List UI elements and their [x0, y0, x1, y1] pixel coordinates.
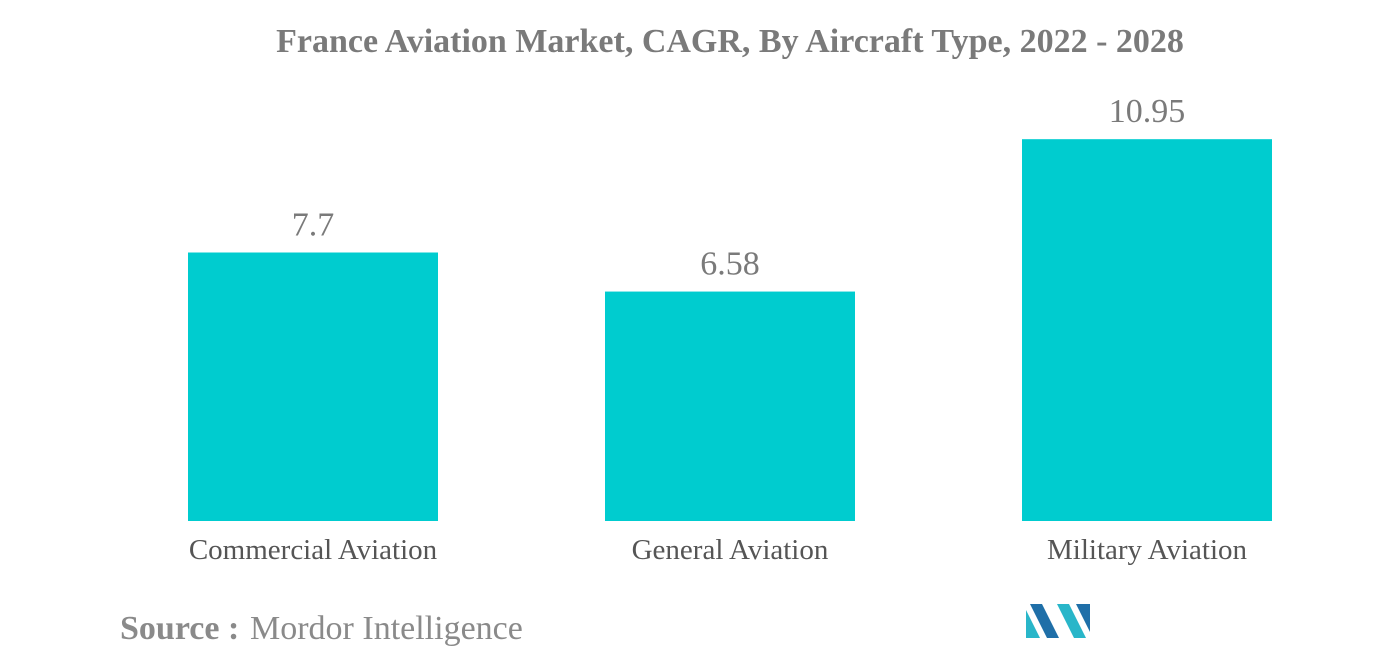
value-labels-layer: 7.7 6.58 10.95	[292, 93, 1186, 282]
logo-shape-mid-left	[1030, 604, 1059, 638]
bars-layer	[188, 139, 1272, 522]
logo-shape-right	[1076, 604, 1090, 632]
category-label: Commercial Aviation	[189, 534, 438, 566]
source-name: Mordor Intelligence	[250, 610, 523, 647]
bar-military-aviation	[1022, 139, 1272, 521]
bar-general-aviation	[605, 291, 855, 521]
category-labels-layer: Commercial Aviation General Aviation Milit…	[189, 534, 1248, 566]
category-label: General Aviation	[632, 534, 829, 566]
source-prefix: Source :	[120, 610, 239, 647]
value-label: 6.58	[700, 246, 760, 283]
value-label: 7.7	[292, 207, 335, 244]
mordor-intelligence-logo-icon	[1026, 604, 1090, 638]
value-label: 10.95	[1109, 93, 1186, 130]
logo-shape-mid-right	[1057, 604, 1086, 638]
category-label: Military Aviation	[1047, 534, 1248, 566]
logo-shape-left	[1026, 610, 1040, 638]
bar-commercial-aviation	[188, 252, 438, 522]
chart-title: France Aviation Market, CAGR, By Aircraf…	[276, 23, 1184, 60]
